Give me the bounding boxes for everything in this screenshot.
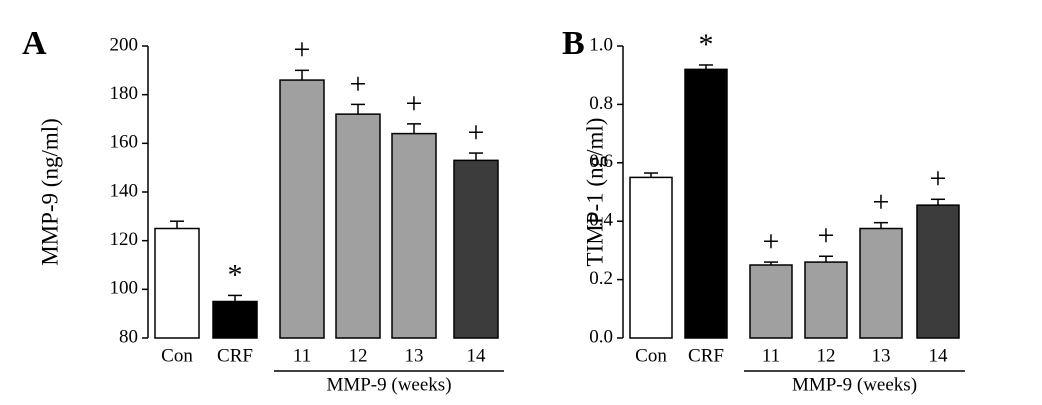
significance-mark: + xyxy=(930,162,947,195)
significance-mark: + xyxy=(406,87,423,120)
y-tick-label: 0.8 xyxy=(589,93,613,114)
y-tick-label: 0.0 xyxy=(589,326,613,347)
y-tick-label: 0.2 xyxy=(589,268,613,289)
x-tick-label: 14 xyxy=(467,345,487,366)
bar xyxy=(154,227,200,339)
bar xyxy=(684,68,728,339)
significance-mark: + xyxy=(468,116,485,149)
y-tick-label: 120 xyxy=(110,229,139,250)
bar xyxy=(804,261,848,339)
panel-label: A xyxy=(22,25,47,62)
panel-label: B xyxy=(562,25,585,62)
y-tick-label: 1.0 xyxy=(589,34,613,55)
y-tick-label: 160 xyxy=(110,132,139,153)
significance-mark: + xyxy=(350,67,367,100)
significance-mark: + xyxy=(818,219,835,252)
x-tick-label: Con xyxy=(161,345,193,366)
x-tick-label: 14 xyxy=(929,345,949,366)
x-tick-label: 13 xyxy=(872,345,891,366)
bar xyxy=(453,159,499,339)
x-tick-label: CRF xyxy=(217,345,253,366)
bar xyxy=(629,176,673,339)
y-tick-label: 0.6 xyxy=(589,151,613,172)
x-tick-label: 13 xyxy=(405,345,424,366)
bar xyxy=(391,132,437,339)
significance-mark: + xyxy=(763,225,780,258)
significance-mark: + xyxy=(294,33,311,66)
x-tick-label: Con xyxy=(635,345,667,366)
x-tick-label: 11 xyxy=(293,345,311,366)
x-tick-label: CRF xyxy=(688,345,724,366)
y-tick-label: 100 xyxy=(110,278,139,299)
y-tick-label: 80 xyxy=(119,326,138,347)
significance-mark: * xyxy=(228,258,243,291)
bar xyxy=(335,113,381,339)
y-tick-label: 0.4 xyxy=(589,210,613,231)
y-tick-label: 200 xyxy=(110,34,139,55)
y-tick-label: 180 xyxy=(110,83,139,104)
bar xyxy=(749,264,793,339)
bar xyxy=(859,227,903,339)
x-tick-label: 12 xyxy=(349,345,368,366)
bar xyxy=(916,204,960,339)
y-axis-label: MMP-9 (ng/ml) xyxy=(37,118,62,266)
x-tick-label: 12 xyxy=(817,345,836,366)
significance-mark: + xyxy=(873,186,890,219)
x-tick-label: 11 xyxy=(762,345,780,366)
group-label: MMP-9 (weeks) xyxy=(326,374,451,395)
group-label: MMP-9 (weeks) xyxy=(792,374,917,395)
bar xyxy=(279,79,325,339)
y-tick-label: 140 xyxy=(110,180,139,201)
significance-mark: * xyxy=(699,28,714,61)
bar xyxy=(212,300,258,339)
y-axis-label: TIMP-1 (ng/ml) xyxy=(582,118,607,267)
